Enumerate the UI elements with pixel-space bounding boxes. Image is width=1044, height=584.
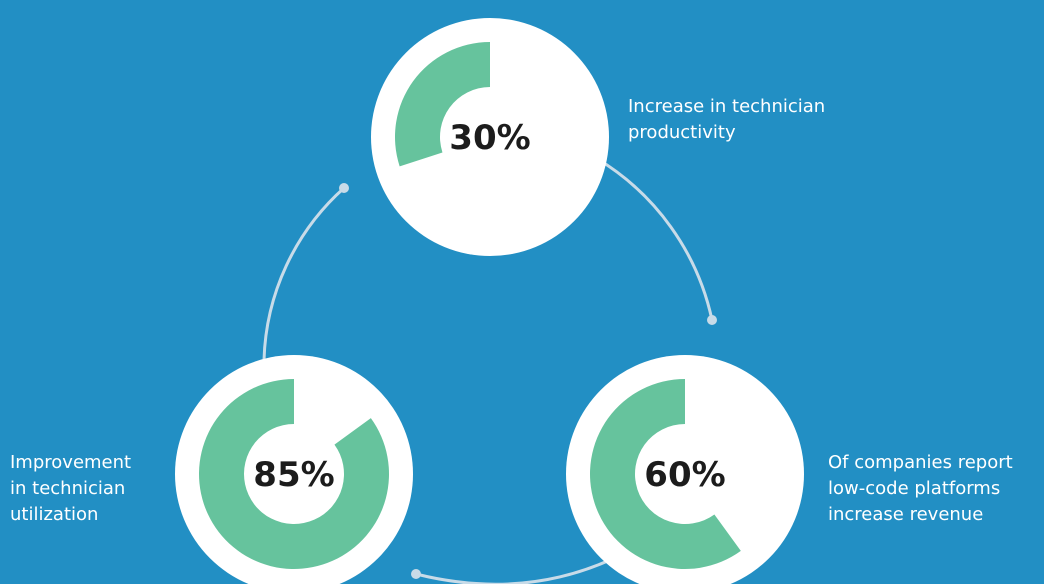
connector-dot-bottom bbox=[411, 569, 421, 579]
caption-line: Of companies report bbox=[828, 452, 1013, 473]
connector-arc-bottom bbox=[415, 558, 611, 584]
caption-line: productivity bbox=[628, 122, 736, 143]
stat-caption-productivity: Increase in technician productivity bbox=[628, 96, 831, 143]
caption-line: increase revenue bbox=[828, 504, 983, 525]
progress-ring bbox=[590, 379, 741, 570]
caption-line: Increase in technician bbox=[628, 96, 825, 117]
caption-line: Improvement bbox=[10, 452, 131, 473]
progress-ring bbox=[199, 379, 390, 570]
stat-caption-utilization: Improvement in technician utilization bbox=[10, 452, 137, 525]
stat-value: 30% bbox=[449, 118, 530, 158]
caption-line: low-code platforms bbox=[828, 478, 1000, 499]
stat-value: 85% bbox=[253, 455, 334, 495]
caption-line: in technician bbox=[10, 478, 125, 499]
stat-utilization: 85% bbox=[175, 355, 413, 584]
stat-value: 60% bbox=[644, 455, 725, 495]
connector-arc-right bbox=[595, 156, 714, 321]
stat-productivity: 30% bbox=[371, 18, 609, 256]
stat-caption-revenue: Of companies report low-code platforms i… bbox=[828, 452, 1018, 525]
progress-ring bbox=[394, 42, 490, 167]
connector-arc-left bbox=[262, 186, 345, 361]
connector-dot-left bbox=[339, 183, 349, 193]
caption-line: utilization bbox=[10, 504, 98, 525]
stat-revenue: 60% bbox=[566, 355, 804, 584]
connector-dot-right bbox=[707, 315, 717, 325]
